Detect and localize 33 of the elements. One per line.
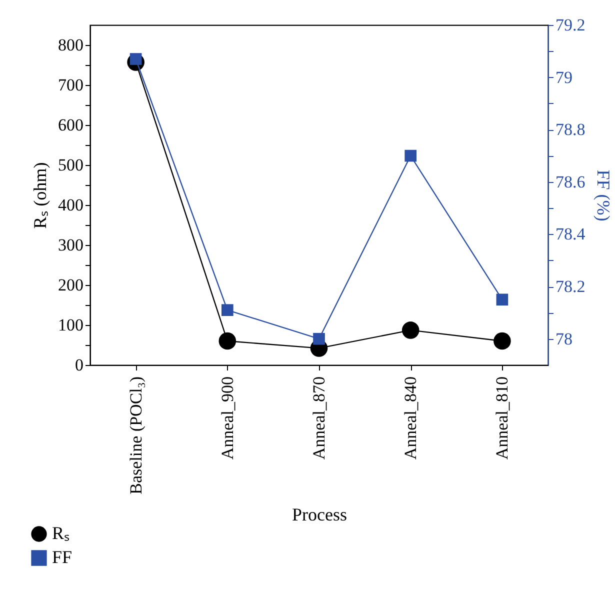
y-axis-title: Rₛ (ohm) bbox=[30, 162, 50, 229]
y2-tick-label: 79 bbox=[556, 68, 572, 87]
legend-label: FF bbox=[52, 547, 72, 567]
y2-tick-label: 78 bbox=[556, 329, 572, 348]
point bbox=[402, 322, 420, 339]
point bbox=[218, 332, 236, 350]
point bbox=[221, 304, 234, 316]
point bbox=[313, 332, 325, 345]
point bbox=[404, 150, 417, 162]
y-tick-label: 600 bbox=[58, 116, 84, 134]
y-tick-label: 700 bbox=[58, 76, 84, 94]
x-tick-label: Anneal_840 bbox=[401, 376, 420, 460]
y2-axis-title: FF (%) bbox=[593, 170, 614, 222]
y2-tick-label: 78.8 bbox=[556, 120, 586, 140]
y-tick-label: 100 bbox=[58, 316, 84, 334]
y-tick-label: 500 bbox=[58, 156, 84, 174]
y-tick-label: 0 bbox=[75, 356, 84, 374]
y2-tick-label: 79.2 bbox=[556, 16, 586, 34]
x-tick-label: Anneal_870 bbox=[310, 376, 328, 460]
point bbox=[496, 294, 508, 306]
y2-tick-label: 78.6 bbox=[556, 172, 586, 192]
y-tick-label: 800 bbox=[58, 36, 84, 54]
legend-label: Rₛ bbox=[52, 523, 70, 543]
x-tick-label: Anneal_900 bbox=[218, 376, 237, 460]
x-axis-title: Process bbox=[292, 504, 347, 524]
y-tick-label: 200 bbox=[58, 276, 84, 294]
point bbox=[494, 332, 511, 350]
y2-tick-label: 78.2 bbox=[556, 277, 586, 296]
y-tick-label: 300 bbox=[58, 236, 84, 254]
y2-tick-label: 78.4 bbox=[556, 224, 586, 244]
x-tick-label: Anneal_810 bbox=[492, 376, 512, 460]
y-tick-label: 400 bbox=[58, 196, 84, 214]
x-tick-label: Baseline (POCl₃) bbox=[126, 376, 146, 494]
